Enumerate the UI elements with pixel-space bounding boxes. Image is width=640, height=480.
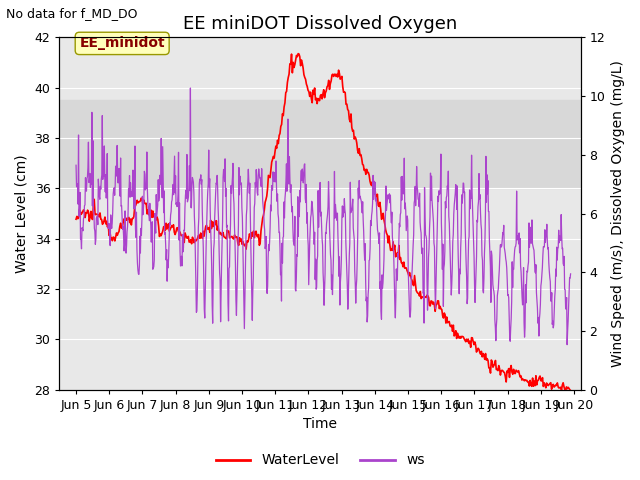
- Title: EE miniDOT Dissolved Oxygen: EE miniDOT Dissolved Oxygen: [183, 15, 457, 33]
- Bar: [60, 100, 580, 188]
- Text: No data for f_MD_DO: No data for f_MD_DO: [6, 7, 138, 20]
- X-axis label: Time: Time: [303, 418, 337, 432]
- Y-axis label: Water Level (cm): Water Level (cm): [15, 154, 29, 273]
- Y-axis label: Wind Speed (m/s), Dissolved Oxygen (mg/L): Wind Speed (m/s), Dissolved Oxygen (mg/L…: [611, 60, 625, 367]
- Legend: WaterLevel, ws: WaterLevel, ws: [210, 448, 430, 473]
- Text: EE_minidot: EE_minidot: [79, 36, 165, 50]
